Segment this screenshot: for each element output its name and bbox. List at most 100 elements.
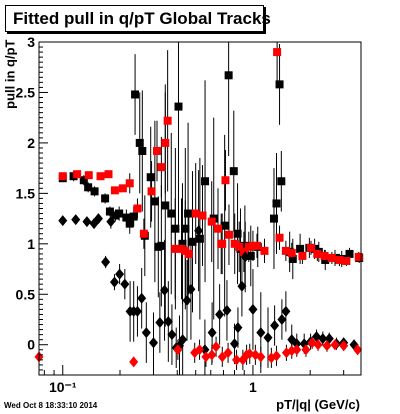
data-point <box>207 217 216 226</box>
data-point <box>194 225 204 237</box>
data-point <box>246 251 255 260</box>
data-point <box>220 221 229 230</box>
data-point <box>244 242 253 251</box>
data-point <box>178 239 187 248</box>
y-tick-label: 1.5 <box>16 185 36 201</box>
error-bars <box>38 42 360 375</box>
data-point <box>312 331 322 343</box>
data-point <box>184 249 193 258</box>
data-point <box>201 177 210 186</box>
data-point <box>256 327 266 339</box>
data-point <box>163 316 173 328</box>
data-point <box>147 187 156 196</box>
data-point <box>198 211 207 220</box>
data-point <box>327 253 336 262</box>
data-point <box>298 251 307 260</box>
data-point <box>211 341 221 353</box>
data-point <box>248 303 258 315</box>
data-point <box>296 244 305 253</box>
data-point <box>129 356 139 368</box>
y-tick-label: 2.5 <box>16 84 36 100</box>
data-point <box>222 304 232 316</box>
data-point <box>125 219 134 228</box>
data-point <box>157 241 166 250</box>
data-point <box>120 278 130 290</box>
data-point <box>131 90 140 99</box>
x-tick-label: 10⁻¹ <box>49 379 77 395</box>
data-point <box>270 320 280 332</box>
data-point <box>330 339 340 351</box>
data-point <box>230 239 239 248</box>
data-point <box>223 347 233 359</box>
data-point <box>122 213 131 222</box>
data-point <box>271 350 281 362</box>
data-point <box>104 170 113 179</box>
data-point <box>155 317 165 329</box>
data-point <box>321 255 330 264</box>
data-point <box>307 243 316 252</box>
data-point <box>186 283 196 295</box>
data-point <box>260 246 269 255</box>
chart-title-box: Fitted pull in q/pT Global Tracks <box>5 5 271 32</box>
data-point <box>245 348 255 360</box>
data-point <box>207 327 217 339</box>
data-point <box>174 102 183 111</box>
data-point <box>146 173 155 182</box>
data-point <box>153 146 162 155</box>
data-point <box>200 344 210 356</box>
data-point <box>235 242 244 251</box>
data-point <box>125 179 134 188</box>
data-point <box>101 194 110 203</box>
data-point <box>115 268 125 280</box>
data-point <box>58 215 68 227</box>
data-point <box>188 237 197 246</box>
y-tick-label: 0 <box>27 337 35 353</box>
data-point <box>273 48 282 57</box>
data-point <box>79 176 88 185</box>
data-point <box>240 251 250 263</box>
data-point <box>213 224 222 233</box>
data-point <box>178 334 188 346</box>
data-point <box>287 248 296 257</box>
data-point <box>161 138 170 147</box>
data-point <box>263 332 273 344</box>
data-point <box>106 216 116 228</box>
data-point <box>73 170 82 179</box>
data-point <box>353 344 363 356</box>
data-point <box>318 333 328 345</box>
y-tick-label: 0.5 <box>16 286 36 302</box>
data-point <box>118 184 127 193</box>
data-point <box>195 234 204 243</box>
data-point <box>320 251 329 260</box>
data-point <box>239 247 248 256</box>
data-point <box>230 338 240 350</box>
data-point <box>277 314 287 325</box>
data-point <box>272 199 281 208</box>
data-point <box>232 354 242 366</box>
data-point <box>58 172 67 181</box>
data-point <box>217 351 227 363</box>
data-point <box>167 329 177 341</box>
data-point <box>84 183 93 192</box>
data-point <box>224 71 233 80</box>
data-point <box>313 249 322 258</box>
data-point <box>313 339 323 351</box>
data-point <box>335 255 344 264</box>
data-point <box>110 186 119 195</box>
data-point <box>163 116 172 125</box>
data-point <box>129 212 138 221</box>
data-point <box>160 284 170 296</box>
data-point <box>292 344 302 356</box>
y-axis-label-box: pull in q/pT <box>0 40 20 152</box>
data-point <box>345 249 354 258</box>
data-point <box>132 305 142 317</box>
data-point <box>182 294 192 306</box>
data-point <box>354 252 363 261</box>
data-point <box>115 209 124 218</box>
data-point <box>148 337 158 349</box>
y-tick-label: 2 <box>27 135 35 151</box>
data-point <box>184 209 193 218</box>
data-point <box>281 246 290 255</box>
data-point <box>229 167 238 176</box>
